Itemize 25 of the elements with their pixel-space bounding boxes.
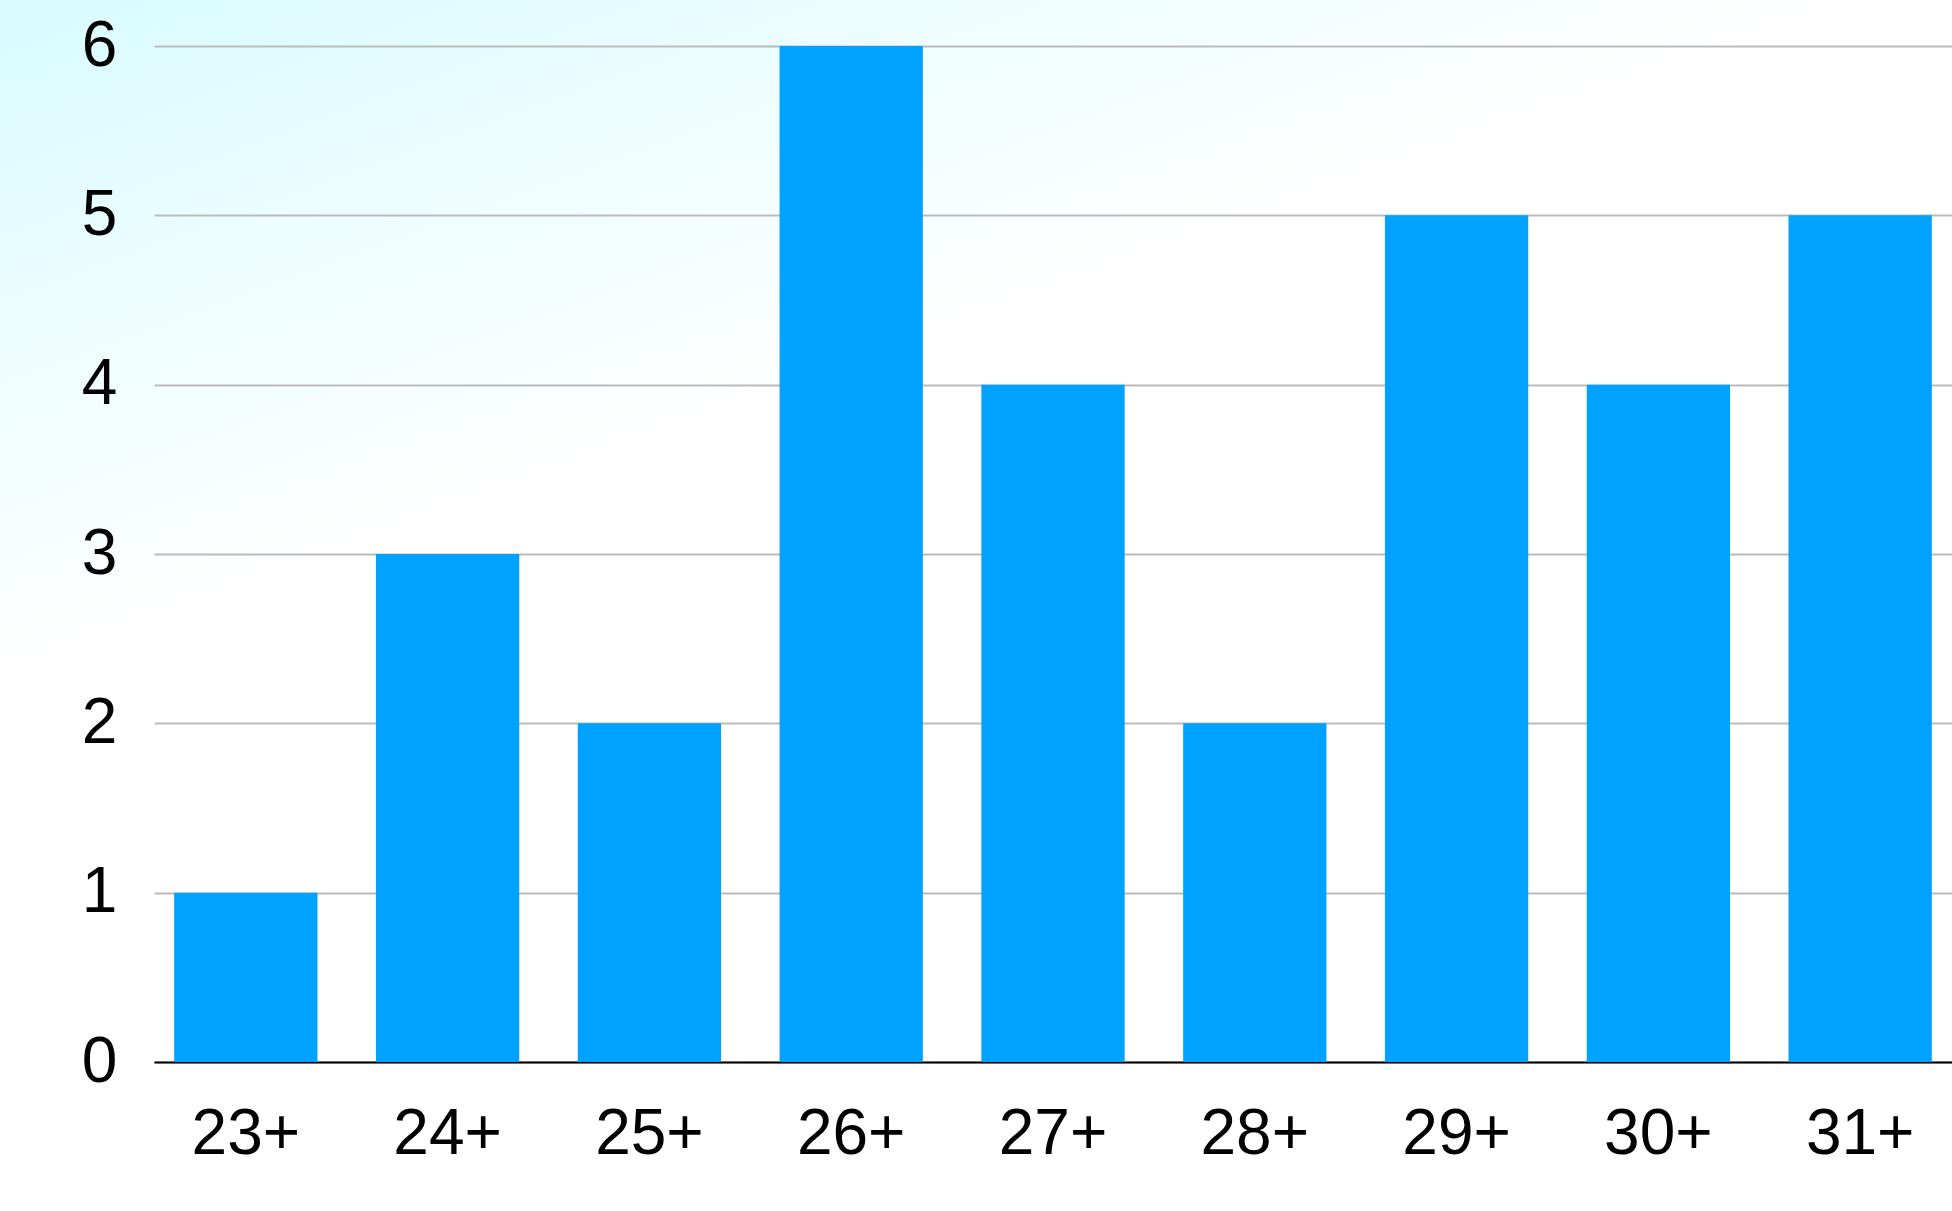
y-tick-label: 6 [81, 7, 118, 80]
x-tick-label: 24+ [393, 1095, 502, 1168]
x-tick-label: 30+ [1604, 1095, 1713, 1168]
y-tick-label: 1 [81, 854, 118, 927]
bar [1586, 384, 1731, 1062]
y-tick-label: 3 [81, 515, 118, 588]
x-tick-label: 26+ [796, 1095, 906, 1168]
bar [981, 384, 1125, 1062]
y-tick-label: 0 [81, 1023, 118, 1096]
y-tick-label: 4 [81, 346, 118, 419]
bar [1788, 215, 1932, 1062]
x-tick-label: 28+ [1200, 1095, 1310, 1168]
x-tick-label: 23+ [191, 1095, 301, 1168]
bar [174, 892, 318, 1062]
bar [577, 723, 722, 1062]
bar [779, 46, 923, 1062]
y-tick-label: 5 [81, 176, 118, 249]
x-tick-label: 29+ [1402, 1095, 1511, 1168]
x-tick-label: 25+ [595, 1095, 704, 1168]
bar [1384, 215, 1529, 1062]
x-tick-label: 27+ [998, 1095, 1108, 1168]
bar [1183, 723, 1327, 1062]
y-tick-label: 2 [81, 684, 118, 757]
bar [375, 554, 520, 1062]
x-tick-label: 31+ [1805, 1095, 1915, 1168]
